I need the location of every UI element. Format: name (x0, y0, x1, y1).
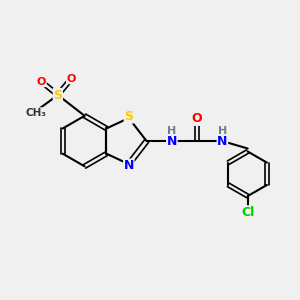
Text: N: N (217, 135, 228, 148)
Text: H: H (167, 126, 176, 136)
Text: N: N (167, 135, 177, 148)
Text: Cl: Cl (241, 206, 254, 219)
Text: H: H (218, 126, 227, 136)
Text: O: O (67, 74, 76, 84)
Text: S: S (53, 88, 62, 101)
Text: S: S (124, 110, 133, 123)
Text: O: O (192, 112, 203, 125)
Text: CH₃: CH₃ (25, 108, 46, 118)
Text: N: N (124, 159, 134, 172)
Text: O: O (37, 76, 46, 87)
